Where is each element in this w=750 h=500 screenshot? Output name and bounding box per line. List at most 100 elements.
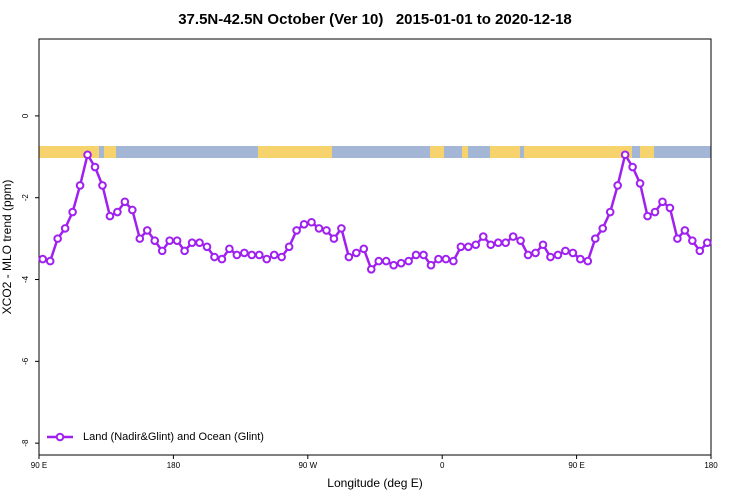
data-point [187,238,197,248]
data-point [142,226,152,235]
data-point [441,254,451,264]
data-point [471,240,481,250]
data-point [157,246,167,256]
data-point [75,181,85,190]
data-point [658,197,667,207]
data-point [195,238,204,248]
data-point [113,207,122,217]
data-point [486,240,496,250]
data-point [688,236,697,245]
data-point [538,240,548,250]
y-tick-label: -8 [21,439,30,447]
data-point [680,226,690,235]
data-point [426,260,436,270]
data-point [165,236,174,245]
data-point [120,197,130,207]
data-point [83,150,92,160]
data-point [620,150,630,160]
x-axis-label: Longitude (deg E) [327,476,422,490]
data-point [262,254,272,264]
data-point [240,248,249,258]
data-point [553,250,563,260]
data-point [135,234,145,243]
data-point [284,242,294,252]
data-point [225,244,234,254]
data-point [576,254,585,264]
data-point [307,217,316,227]
data-point [322,226,331,235]
land-ocean-strip [39,146,711,158]
data-point [277,252,286,262]
data-point [314,224,324,233]
y-axis-label: XCO2 - MLO trend (ppm) [0,180,14,315]
x-tick-label: 0 [440,461,445,470]
data-point [337,224,346,233]
data-point [419,250,428,260]
data-point [449,256,458,266]
data-point [105,211,115,221]
data-point [247,250,257,260]
data-point [269,250,279,260]
data-point [217,254,227,264]
data-point [299,219,309,229]
y-tick-label: -6 [21,357,30,365]
data-point [180,246,189,256]
data-point [292,226,301,235]
data-point [628,162,637,172]
data-point [568,248,578,258]
data-point [404,256,413,266]
data-point [232,250,242,260]
data-point [464,242,473,252]
x-tick-label: 180 [167,461,181,470]
data-point [90,162,100,172]
x-tick-label: 90 W [298,461,317,470]
data-point [210,252,219,262]
data-point [389,260,398,270]
data-point [531,248,540,258]
data-point [68,207,77,217]
data-point [374,256,384,266]
data-point [605,207,615,217]
data-point [150,236,160,245]
data-point [561,246,570,256]
y-tick-label: -4 [21,275,30,283]
data-point [516,236,525,245]
y-tick-label: 0 [21,113,30,118]
legend-marker [55,432,65,442]
data-point [98,181,107,190]
data-point [381,256,391,266]
data-point [172,236,182,245]
y-tick-label: -2 [21,194,30,202]
data-point [546,252,555,262]
data-point [493,238,503,248]
data-point [695,246,705,256]
data-point [128,205,137,215]
legend-label: Land (Nadir&Glint) and Ocean (Glint) [83,431,264,443]
data-point [366,264,376,274]
data-point [352,248,361,258]
data-point [635,179,645,188]
data-point [613,181,622,190]
data-point [254,250,264,260]
data-point [38,254,48,264]
data-point [329,234,339,243]
data-point [434,254,443,264]
x-tick-label: 90 E [31,461,47,470]
data-point [478,232,488,241]
data-point [590,234,600,243]
data-point [344,252,354,262]
data-point [60,224,70,233]
data-point [508,232,518,241]
data-point [456,242,466,252]
data-point [411,250,421,260]
data-point [650,207,660,217]
data-point [665,203,675,213]
plot [38,150,712,274]
data-point [45,256,55,266]
data-point [673,234,682,243]
plot-frame [38,38,712,456]
data-point [359,244,369,254]
data-point [583,256,593,266]
data-point [396,258,406,268]
